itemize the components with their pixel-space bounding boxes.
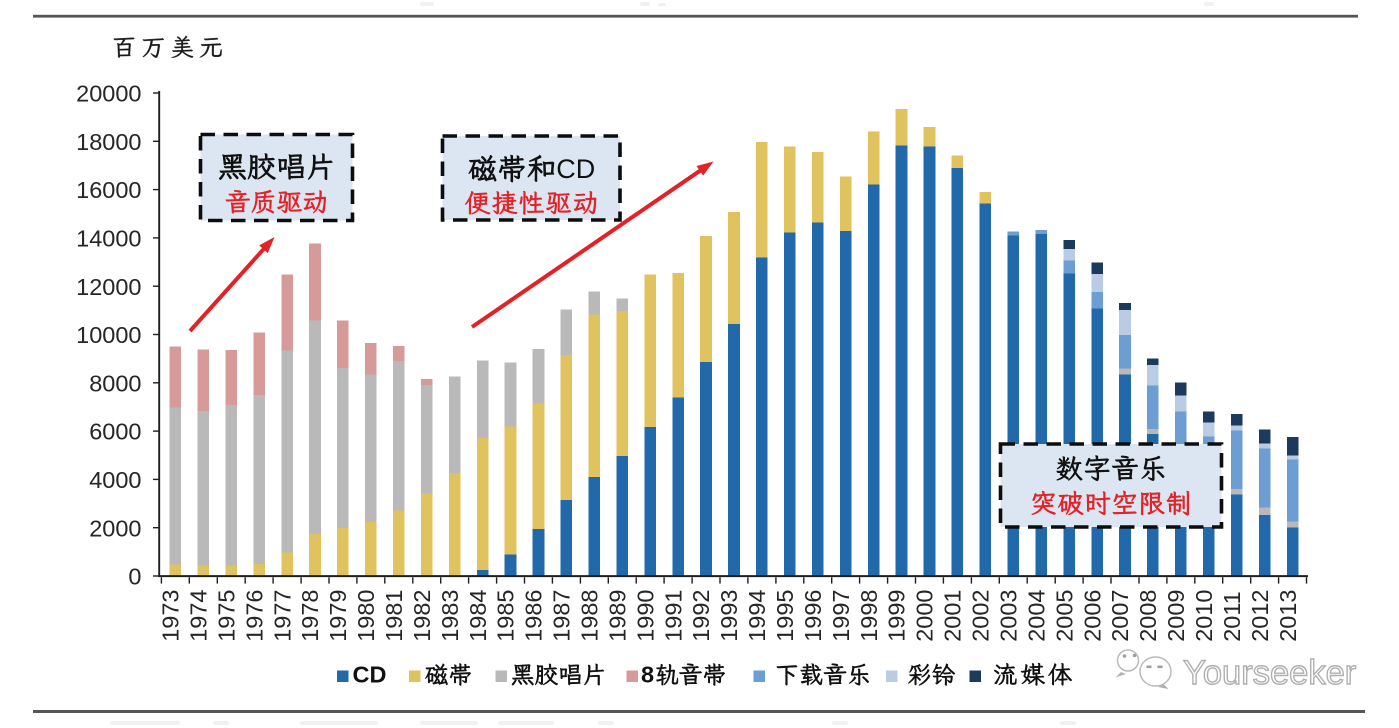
- svg-text:2003: 2003: [996, 590, 1022, 642]
- svg-text:1995: 1995: [772, 590, 798, 642]
- svg-text:CD: CD: [556, 154, 595, 184]
- svg-text:1973: 1973: [158, 590, 184, 642]
- svg-text:1988: 1988: [577, 590, 603, 642]
- svg-text:2002: 2002: [968, 590, 994, 642]
- svg-text:4000: 4000: [89, 467, 141, 493]
- svg-text:1991: 1991: [660, 590, 686, 642]
- svg-text:1990: 1990: [632, 590, 658, 642]
- svg-text:1976: 1976: [241, 590, 267, 642]
- svg-text:1989: 1989: [604, 590, 630, 642]
- svg-text:18000: 18000: [76, 129, 141, 155]
- svg-text:CD: CD: [353, 662, 387, 688]
- svg-text:2006: 2006: [1079, 590, 1105, 642]
- svg-text:1974: 1974: [186, 590, 212, 642]
- svg-text:2011: 2011: [1219, 591, 1245, 642]
- svg-text:2013: 2013: [1275, 590, 1301, 642]
- svg-text:1993: 1993: [716, 590, 742, 642]
- svg-text:1979: 1979: [325, 590, 351, 642]
- svg-text:8000: 8000: [89, 370, 141, 396]
- svg-text:1984: 1984: [465, 590, 491, 642]
- svg-text:6000: 6000: [89, 419, 141, 445]
- svg-text:1985: 1985: [493, 590, 519, 642]
- svg-text:2005: 2005: [1051, 590, 1077, 642]
- svg-text:2010: 2010: [1191, 590, 1217, 642]
- svg-text:1987: 1987: [549, 590, 575, 642]
- svg-text:1982: 1982: [409, 590, 435, 642]
- svg-text:12000: 12000: [76, 274, 141, 300]
- svg-text:1983: 1983: [437, 590, 463, 642]
- svg-text:2008: 2008: [1135, 590, 1161, 642]
- svg-text:2009: 2009: [1163, 590, 1189, 642]
- svg-text:1998: 1998: [856, 590, 882, 642]
- svg-text:20000: 20000: [76, 81, 141, 107]
- svg-text:16000: 16000: [76, 177, 141, 203]
- svg-text:2007: 2007: [1107, 590, 1133, 642]
- svg-text:2001: 2001: [940, 590, 966, 642]
- svg-text:1997: 1997: [828, 590, 854, 642]
- svg-text:1999: 1999: [884, 590, 910, 642]
- svg-text:1994: 1994: [744, 590, 770, 642]
- svg-text:1981: 1981: [381, 590, 407, 642]
- svg-text:1992: 1992: [688, 590, 714, 642]
- svg-text:1975: 1975: [213, 590, 239, 642]
- svg-text:10000: 10000: [76, 322, 141, 348]
- svg-text:1978: 1978: [297, 590, 323, 642]
- svg-text:2000: 2000: [89, 515, 141, 541]
- svg-text:1986: 1986: [521, 590, 547, 642]
- svg-text:2000: 2000: [912, 590, 938, 642]
- svg-text:0: 0: [128, 564, 141, 590]
- svg-text:2012: 2012: [1247, 590, 1273, 642]
- svg-text:Yourseeker: Yourseeker: [1183, 654, 1356, 692]
- svg-text:1977: 1977: [269, 590, 295, 642]
- svg-text:8: 8: [641, 662, 654, 688]
- svg-text:2004: 2004: [1023, 590, 1049, 642]
- svg-text:1980: 1980: [353, 590, 379, 642]
- svg-text:1996: 1996: [800, 590, 826, 642]
- svg-text:14000: 14000: [76, 226, 141, 252]
